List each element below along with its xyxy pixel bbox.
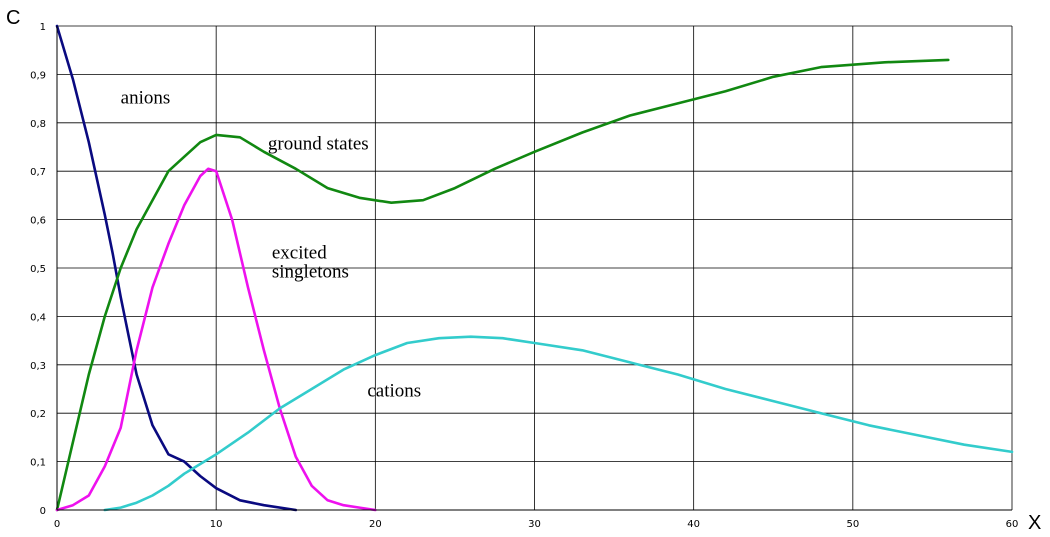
y-tick-label: 0,9 <box>30 70 46 81</box>
x-tick-label: 60 <box>1006 519 1019 530</box>
series-annotation: excited <box>272 242 327 263</box>
series-annotation: anions <box>121 87 171 108</box>
y-tick-label: 0,1 <box>30 458 46 469</box>
x-tick-label: 30 <box>528 519 541 530</box>
y-tick-label: 0,8 <box>30 119 46 130</box>
axes <box>56 26 1012 511</box>
series-line-excited-singletons <box>55 167 377 512</box>
series-line-cations <box>103 335 1014 512</box>
y-tick-label: 0,4 <box>30 312 46 323</box>
series-annotation: cations <box>367 380 421 401</box>
x-tick-label: 20 <box>369 519 382 530</box>
y-tick-label: 0,2 <box>30 409 46 420</box>
series-line-ground-states <box>55 58 950 512</box>
series-annotation: ground states <box>268 133 369 154</box>
y-tick-label: 0,6 <box>30 216 46 227</box>
grid <box>57 25 1013 510</box>
y-tick-label: 0 <box>40 506 46 517</box>
y-tick-label: 0,5 <box>30 264 46 275</box>
series-line-anions <box>55 24 298 512</box>
tick-labels: 00,10,20,30,40,50,60,70,80,910 10 20 30 40 50… <box>30 22 1018 530</box>
y-axis-title: C <box>6 7 20 29</box>
y-tick-label: 0,3 <box>30 361 46 372</box>
series-annotation: singletons <box>272 262 349 283</box>
x-tick-label: 0 <box>54 519 60 530</box>
x-axis-title: X <box>1028 512 1041 534</box>
x-tick-label: 40 <box>687 519 700 530</box>
x-tick-label: 10 <box>210 519 223 530</box>
y-tick-label: 1 <box>40 22 46 33</box>
x-tick-label: 50 <box>846 519 859 530</box>
series-lines <box>55 24 1014 512</box>
y-tick-label: 0,7 <box>30 167 46 178</box>
